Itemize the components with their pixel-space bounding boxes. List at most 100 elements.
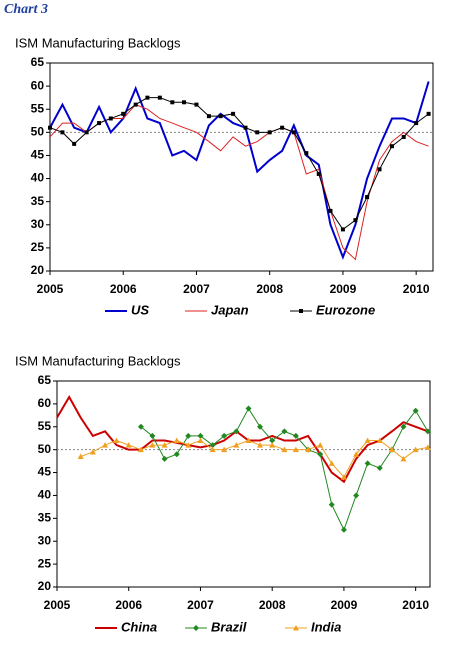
marker xyxy=(197,432,204,439)
marker xyxy=(269,442,276,448)
marker xyxy=(233,442,240,448)
marker xyxy=(233,428,240,435)
marker xyxy=(157,95,162,100)
marker xyxy=(389,144,394,149)
page-heading: Chart 3 xyxy=(4,2,48,17)
legend-marker xyxy=(293,625,299,631)
marker xyxy=(133,102,138,107)
marker xyxy=(280,125,285,130)
marker xyxy=(48,125,52,130)
y-tick-label: 20 xyxy=(31,263,45,277)
legend-label: China xyxy=(121,619,157,634)
marker xyxy=(304,151,309,156)
marker xyxy=(316,171,321,176)
legend-label: Brazil xyxy=(211,619,247,634)
marker xyxy=(353,451,360,457)
marker xyxy=(317,451,324,458)
marker xyxy=(209,446,216,453)
legend-marker xyxy=(193,625,199,631)
y-tick-label: 65 xyxy=(31,55,45,69)
legend-label: Eurozone xyxy=(316,302,375,317)
marker xyxy=(353,218,358,223)
marker xyxy=(364,460,371,467)
x-tick-label: 2009 xyxy=(330,282,357,296)
marker xyxy=(102,442,109,448)
y-tick-label: 35 xyxy=(31,194,45,208)
y-tick-label: 55 xyxy=(31,101,45,115)
marker xyxy=(255,130,260,135)
marker xyxy=(218,114,223,119)
x-tick-label: 2005 xyxy=(44,598,71,612)
marker xyxy=(353,492,360,499)
marker xyxy=(197,437,204,444)
series-line xyxy=(49,104,429,261)
marker xyxy=(328,460,335,466)
marker xyxy=(269,437,276,444)
marker xyxy=(365,195,370,200)
marker xyxy=(256,423,263,430)
marker xyxy=(60,130,65,135)
chart-title: ISM Manufacturing Backlogs xyxy=(15,35,181,50)
legend-marker xyxy=(299,309,303,313)
marker xyxy=(245,405,252,412)
marker xyxy=(161,455,168,462)
marker xyxy=(161,442,168,448)
y-tick-label: 40 xyxy=(38,488,52,502)
marker xyxy=(108,116,113,121)
marker xyxy=(291,130,296,135)
y-tick-label: 50 xyxy=(38,442,52,456)
marker xyxy=(340,526,347,533)
series-line xyxy=(49,97,429,231)
y-tick-label: 40 xyxy=(31,171,45,185)
x-tick-label: 2010 xyxy=(402,598,429,612)
x-tick-label: 2007 xyxy=(187,598,214,612)
plot-area xyxy=(56,380,431,588)
marker xyxy=(231,111,236,116)
marker xyxy=(243,125,248,130)
y-tick-label: 20 xyxy=(38,579,52,593)
marker xyxy=(182,100,187,105)
series-line xyxy=(140,407,429,532)
marker xyxy=(377,167,382,172)
y-tick-label: 30 xyxy=(31,217,45,231)
x-tick-label: 2008 xyxy=(259,598,286,612)
marker xyxy=(281,428,288,435)
marker xyxy=(194,102,199,107)
legend-label: US xyxy=(131,302,149,317)
plot-area xyxy=(49,62,434,272)
marker xyxy=(424,444,431,450)
legend-label: India xyxy=(311,619,341,634)
series-line xyxy=(49,81,430,260)
marker xyxy=(113,437,120,444)
marker xyxy=(267,130,272,135)
marker xyxy=(89,448,96,455)
y-tick-label: 35 xyxy=(38,511,52,525)
marker xyxy=(388,446,395,453)
marker xyxy=(149,442,156,448)
marker xyxy=(170,100,175,105)
marker xyxy=(97,121,102,126)
marker xyxy=(77,453,84,460)
y-tick-label: 25 xyxy=(38,556,52,570)
y-tick-label: 45 xyxy=(31,148,45,162)
marker xyxy=(245,437,252,444)
y-tick-label: 55 xyxy=(38,419,52,433)
marker xyxy=(185,442,192,448)
marker xyxy=(305,446,312,453)
y-tick-label: 65 xyxy=(38,373,52,387)
marker xyxy=(137,446,144,453)
marker xyxy=(221,446,228,453)
x-tick-label: 2006 xyxy=(115,598,142,612)
marker xyxy=(401,134,406,139)
x-tick-label: 2005 xyxy=(37,282,64,296)
x-tick-label: 2007 xyxy=(183,282,210,296)
marker xyxy=(412,446,419,453)
marker xyxy=(121,111,126,116)
marker xyxy=(72,141,77,146)
marker xyxy=(206,114,211,119)
y-tick-label: 60 xyxy=(31,78,45,92)
marker xyxy=(145,95,150,100)
marker xyxy=(328,208,333,213)
